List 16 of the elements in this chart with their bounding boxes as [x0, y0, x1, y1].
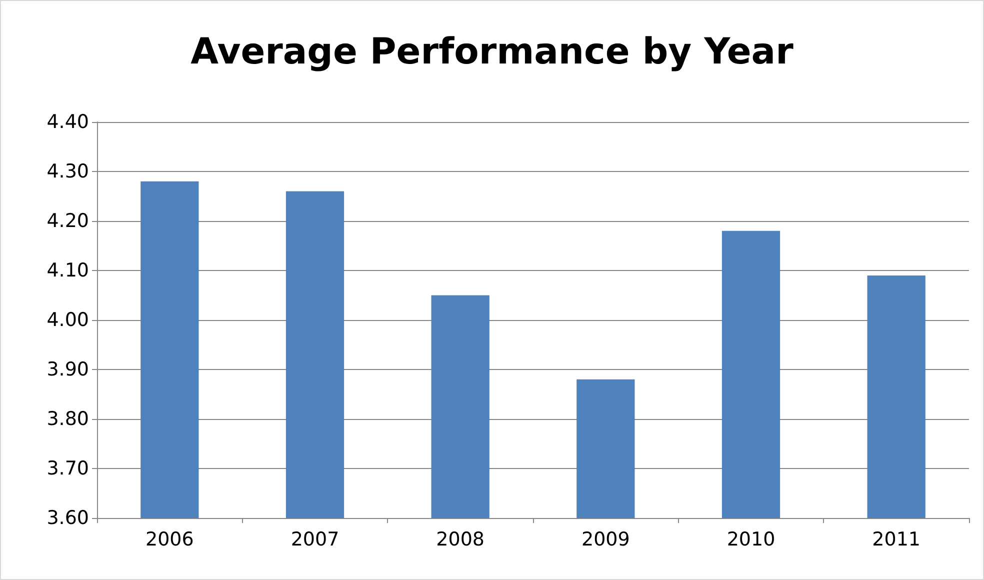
- y-tick-label: 3.70: [46, 458, 89, 480]
- y-tick-label: 4.30: [46, 160, 89, 182]
- x-tick-label: 2007: [290, 528, 340, 550]
- y-tick-label: 3.80: [46, 408, 89, 430]
- y-tick-label: 4.10: [46, 260, 89, 282]
- x-tick-label: 2006: [145, 528, 194, 550]
- y-tick-label: 3.60: [46, 507, 89, 529]
- y-tick-label: 3.90: [46, 358, 89, 380]
- y-tick-label: 4.20: [46, 210, 89, 232]
- chart-title: Average Performance by Year: [190, 32, 794, 72]
- x-tick-label: 2010: [726, 528, 776, 550]
- x-tick-label: 2008: [436, 528, 485, 550]
- y-tick-label: 4.40: [46, 111, 89, 133]
- y-tick-label: 4.00: [46, 309, 89, 331]
- x-tick-label: 2011: [872, 528, 921, 550]
- x-tick-label: 2009: [581, 528, 630, 550]
